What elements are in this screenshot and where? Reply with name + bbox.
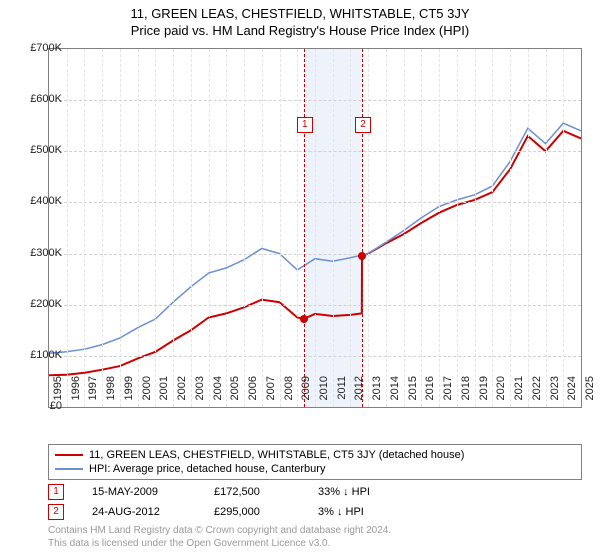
gridline-v xyxy=(120,49,121,407)
x-axis-label: 2024 xyxy=(566,376,578,410)
x-axis-label: 2012 xyxy=(353,376,365,410)
x-axis-label: 1996 xyxy=(70,376,82,410)
marker-vline xyxy=(304,49,305,407)
gridline-v xyxy=(138,49,139,407)
event-number-box: 1 xyxy=(48,484,64,500)
x-axis-label: 2001 xyxy=(158,376,170,410)
gridline-v xyxy=(528,49,529,407)
marker-vline xyxy=(362,49,363,407)
gridline-v xyxy=(563,49,564,407)
gridline-v xyxy=(439,49,440,407)
gridline-v xyxy=(350,49,351,407)
x-axis-label: 2022 xyxy=(531,376,543,410)
marker-dot xyxy=(358,252,366,260)
x-axis-label: 2003 xyxy=(194,376,206,410)
legend-label: 11, GREEN LEAS, CHESTFIELD, WHITSTABLE, … xyxy=(89,449,464,461)
y-axis-label: £200K xyxy=(16,298,62,310)
gridline-v xyxy=(173,49,174,407)
event-number-box: 2 xyxy=(48,504,64,520)
x-axis-label: 2011 xyxy=(336,376,348,410)
y-axis-label: £300K xyxy=(16,247,62,259)
event-delta: 33% ↓ HPI xyxy=(318,486,428,498)
x-axis-label: 2000 xyxy=(141,376,153,410)
x-axis-label: 2013 xyxy=(371,376,383,410)
gridline-v xyxy=(315,49,316,407)
x-axis-label: 2010 xyxy=(318,376,330,410)
event-date: 15-MAY-2009 xyxy=(92,486,186,498)
event-row: 1 15-MAY-2009 £172,500 33% ↓ HPI xyxy=(48,484,582,500)
gridline-v xyxy=(155,49,156,407)
y-axis-label: £500K xyxy=(16,144,62,156)
legend-label: HPI: Average price, detached house, Cant… xyxy=(89,463,325,475)
y-axis-label: £100K xyxy=(16,349,62,361)
x-axis-label: 2006 xyxy=(247,376,259,410)
x-axis-label: 1997 xyxy=(87,376,99,410)
gridline-v xyxy=(209,49,210,407)
y-axis-label: £400K xyxy=(16,195,62,207)
event-row: 2 24-AUG-2012 £295,000 3% ↓ HPI xyxy=(48,504,582,520)
x-axis-label: 2002 xyxy=(176,376,188,410)
gridline-v xyxy=(386,49,387,407)
footer-line1: Contains HM Land Registry data © Crown c… xyxy=(48,525,391,538)
gridline-v xyxy=(67,49,68,407)
legend-item: 11, GREEN LEAS, CHESTFIELD, WHITSTABLE, … xyxy=(55,448,575,462)
x-axis-label: 2009 xyxy=(300,376,312,410)
gridline-v xyxy=(191,49,192,407)
title-subtitle: Price paid vs. HM Land Registry's House … xyxy=(0,23,600,38)
gridline-v xyxy=(244,49,245,407)
title-address: 11, GREEN LEAS, CHESTFIELD, WHITSTABLE, … xyxy=(0,6,600,21)
gridline-v xyxy=(546,49,547,407)
x-axis-label: 2019 xyxy=(478,376,490,410)
marker-number-box: 2 xyxy=(355,117,371,133)
legend-swatch xyxy=(55,468,83,470)
gridline-v xyxy=(297,49,298,407)
x-axis-label: 2021 xyxy=(513,376,525,410)
x-axis-label: 2004 xyxy=(212,376,224,410)
x-axis-label: 2008 xyxy=(283,376,295,410)
gridline-v xyxy=(226,49,227,407)
marker-dot xyxy=(300,315,308,323)
x-axis-label: 1995 xyxy=(52,376,64,410)
gridline-v xyxy=(457,49,458,407)
legend-swatch xyxy=(55,454,83,456)
gridline-v xyxy=(475,49,476,407)
chart-container: 11, GREEN LEAS, CHESTFIELD, WHITSTABLE, … xyxy=(0,0,600,560)
y-axis-label: £700K xyxy=(16,42,62,54)
y-axis-label: £600K xyxy=(16,93,62,105)
gridline-v xyxy=(368,49,369,407)
x-axis-label: 2016 xyxy=(424,376,436,410)
gridline-v xyxy=(102,49,103,407)
marker-number-box: 1 xyxy=(297,117,313,133)
x-axis-label: 2020 xyxy=(495,376,507,410)
gridline-v xyxy=(404,49,405,407)
x-axis-label: 2007 xyxy=(265,376,277,410)
plot-area: 12 xyxy=(48,48,582,408)
footer: Contains HM Land Registry data © Crown c… xyxy=(48,525,391,550)
x-axis-label: 2017 xyxy=(442,376,454,410)
gridline-v xyxy=(84,49,85,407)
events-table: 1 15-MAY-2009 £172,500 33% ↓ HPI 2 24-AUG-201… xyxy=(48,484,582,524)
x-axis-label: 2014 xyxy=(389,376,401,410)
gridline-v xyxy=(510,49,511,407)
gridline-v xyxy=(333,49,334,407)
x-axis-label: 2025 xyxy=(584,376,596,410)
x-axis-label: 2018 xyxy=(460,376,472,410)
gridline-v xyxy=(280,49,281,407)
event-price: £295,000 xyxy=(214,506,290,518)
event-delta: 3% ↓ HPI xyxy=(318,506,428,518)
legend: 11, GREEN LEAS, CHESTFIELD, WHITSTABLE, … xyxy=(48,444,582,480)
legend-item: HPI: Average price, detached house, Cant… xyxy=(55,462,575,476)
x-axis-label: 2023 xyxy=(549,376,561,410)
gridline-v xyxy=(492,49,493,407)
title-block: 11, GREEN LEAS, CHESTFIELD, WHITSTABLE, … xyxy=(0,0,600,38)
gridline-v xyxy=(262,49,263,407)
x-axis-label: 2015 xyxy=(407,376,419,410)
footer-line2: This data is licensed under the Open Gov… xyxy=(48,538,391,551)
x-axis-label: 1999 xyxy=(123,376,135,410)
x-axis-label: 1998 xyxy=(105,376,117,410)
gridline-v xyxy=(421,49,422,407)
event-price: £172,500 xyxy=(214,486,290,498)
event-date: 24-AUG-2012 xyxy=(92,506,186,518)
x-axis-label: 2005 xyxy=(229,376,241,410)
